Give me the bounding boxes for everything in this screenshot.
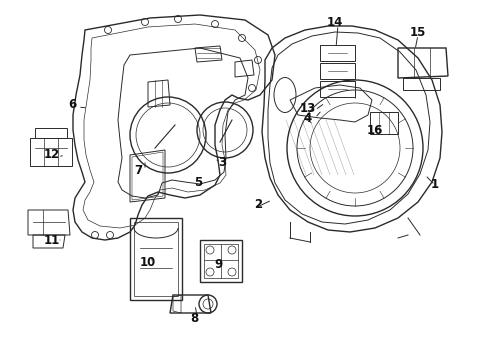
Text: 13: 13 — [300, 102, 316, 114]
Text: 9: 9 — [214, 258, 222, 271]
Text: 6: 6 — [68, 99, 76, 112]
Text: 11: 11 — [44, 234, 60, 247]
Text: 5: 5 — [194, 175, 202, 189]
Text: 8: 8 — [190, 311, 198, 324]
Text: 1: 1 — [431, 179, 439, 192]
Text: 10: 10 — [140, 256, 156, 269]
Text: 14: 14 — [327, 15, 343, 28]
Text: 16: 16 — [367, 123, 383, 136]
Text: 3: 3 — [218, 156, 226, 168]
Text: 12: 12 — [44, 148, 60, 162]
Text: 2: 2 — [254, 198, 262, 211]
Text: 4: 4 — [304, 112, 312, 125]
Text: 15: 15 — [410, 26, 426, 39]
Text: 7: 7 — [134, 163, 142, 176]
